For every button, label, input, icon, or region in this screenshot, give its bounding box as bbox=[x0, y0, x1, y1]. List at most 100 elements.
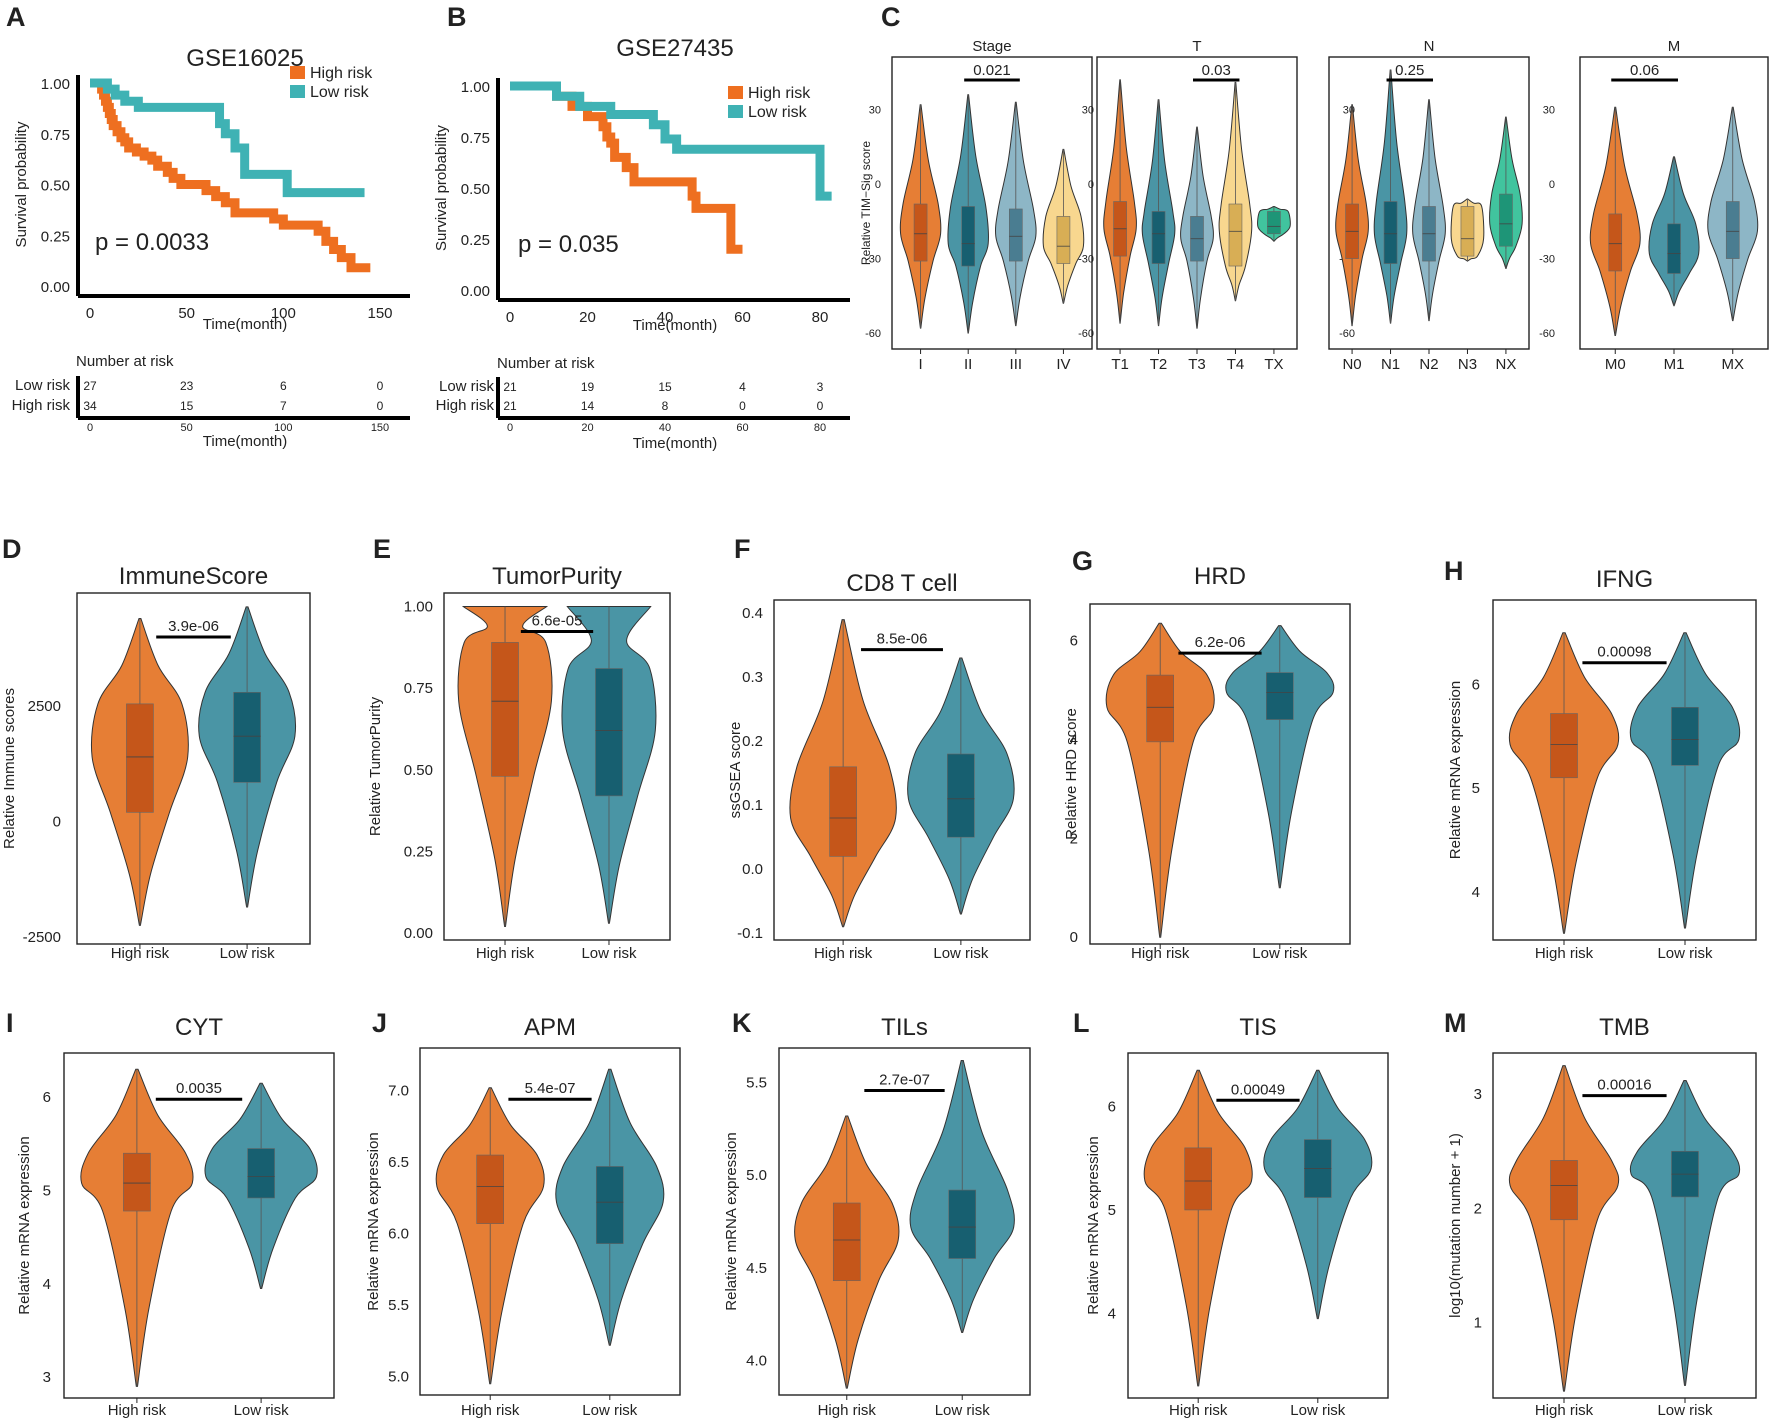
violin-box bbox=[1267, 211, 1281, 235]
risk-count: 0 bbox=[817, 399, 824, 413]
p-value: 0.021 bbox=[973, 62, 1011, 79]
p-value: 0.06 bbox=[1630, 62, 1659, 79]
chart-title: HRD bbox=[1194, 563, 1246, 590]
y-tick-label: 4 bbox=[1108, 1305, 1116, 1322]
km-curve-low-risk bbox=[510, 81, 832, 201]
violin-box bbox=[1056, 216, 1071, 264]
risk-x-tick: 0 bbox=[507, 422, 513, 434]
x-tick-label: High risk bbox=[461, 1402, 520, 1419]
y-tick-label: 0.25 bbox=[404, 843, 433, 860]
y-axis-label: Relative mRNA expression bbox=[1085, 1136, 1102, 1314]
violin-box bbox=[247, 1148, 275, 1199]
y-tick-label: 4 bbox=[1070, 731, 1078, 748]
y-tick-label: -60 bbox=[1339, 328, 1355, 340]
x-tick-label: High risk bbox=[111, 945, 170, 962]
violin-box bbox=[1228, 203, 1243, 267]
risk-row-label: High risk bbox=[12, 397, 71, 414]
legend-label: Low risk bbox=[310, 84, 370, 101]
risk-table-title: Number at risk bbox=[497, 355, 595, 372]
chart-title: GSE27435 bbox=[616, 35, 733, 62]
p-value: 0.00016 bbox=[1597, 1077, 1651, 1094]
y-tick-label: 0.3 bbox=[742, 669, 763, 686]
y-tick-label: 3 bbox=[1474, 1086, 1482, 1103]
violin-box bbox=[1667, 223, 1681, 274]
x-tick-label: Low risk bbox=[1290, 1402, 1346, 1419]
y-tick-label: 2 bbox=[1070, 830, 1078, 847]
y-tick-label: -60 bbox=[1539, 328, 1555, 340]
y-tick-label: 0.25 bbox=[461, 232, 490, 249]
p-value: 0.00049 bbox=[1231, 1081, 1285, 1098]
chart-title: TumorPurity bbox=[492, 563, 622, 590]
y-tick-label: 0.75 bbox=[461, 130, 490, 147]
y-tick-label: 0.75 bbox=[404, 680, 433, 697]
y-tick-label: 5.0 bbox=[388, 1369, 409, 1386]
legend-label: High risk bbox=[310, 65, 373, 82]
y-tick-label: 1 bbox=[1474, 1315, 1482, 1332]
chart-title: TIS bbox=[1239, 1014, 1276, 1041]
risk-count: 4 bbox=[739, 380, 746, 394]
x-tick-label: 20 bbox=[579, 309, 596, 326]
y-tick-label: 6 bbox=[43, 1089, 51, 1106]
violin-box bbox=[476, 1154, 505, 1224]
x-tick-label: NX bbox=[1496, 356, 1517, 373]
p-value: p = 0.0033 bbox=[95, 229, 209, 256]
panel-letter-F: F bbox=[734, 534, 751, 564]
violin-box bbox=[913, 203, 928, 262]
legend-swatch bbox=[290, 85, 305, 98]
violin-box bbox=[595, 1166, 624, 1244]
x-tick-label: I bbox=[918, 356, 922, 373]
risk-count: 14 bbox=[581, 399, 595, 413]
p-value: 3.9e-06 bbox=[168, 618, 219, 635]
panel-letter-H: H bbox=[1444, 556, 1464, 586]
y-axis-label: Relative HRD score bbox=[1063, 708, 1080, 840]
x-tick-label: 40 bbox=[657, 309, 674, 326]
risk-x-label: Time(month) bbox=[633, 435, 717, 452]
y-tick-label: 0.00 bbox=[461, 283, 490, 300]
y-tick-label: 0.4 bbox=[742, 605, 763, 622]
x-tick-label: N3 bbox=[1458, 356, 1477, 373]
panel-letter-B: B bbox=[447, 2, 467, 32]
legend-swatch bbox=[728, 105, 743, 118]
risk-x-tick: 150 bbox=[371, 422, 389, 434]
risk-count: 34 bbox=[83, 399, 97, 413]
chart-title: TILs bbox=[881, 1014, 928, 1041]
y-tick-label: 0.2 bbox=[742, 733, 763, 750]
panel-letter-J: J bbox=[372, 1008, 387, 1038]
x-tick-label: T3 bbox=[1188, 356, 1206, 373]
chart-title: CYT bbox=[175, 1014, 223, 1041]
risk-count: 23 bbox=[180, 379, 194, 393]
violin-box bbox=[1608, 213, 1623, 272]
risk-count: 3 bbox=[817, 380, 824, 394]
violin-box bbox=[1184, 1147, 1212, 1211]
chart-title: TMB bbox=[1599, 1014, 1650, 1041]
x-tick-label: Low risk bbox=[220, 945, 276, 962]
x-tick-label: Low risk bbox=[933, 945, 989, 962]
violin-box bbox=[1499, 193, 1513, 247]
risk-x-tick: 40 bbox=[659, 422, 671, 434]
y-tick-label: 0 bbox=[1088, 179, 1094, 191]
y-axis-label: ssGSEA score bbox=[727, 722, 744, 819]
legend-swatch bbox=[290, 66, 305, 79]
y-tick-label: 6.5 bbox=[388, 1154, 409, 1171]
violin-box bbox=[595, 668, 623, 797]
chart-title: CD8 T cell bbox=[846, 570, 957, 597]
panel-letter-G: G bbox=[1072, 546, 1093, 576]
y-tick-label: 0 bbox=[1070, 929, 1078, 946]
y-tick-label: 0 bbox=[875, 179, 881, 191]
x-tick-label: High risk bbox=[1535, 1402, 1594, 1419]
risk-x-label: Time(month) bbox=[203, 433, 287, 450]
y-tick-label: 1.00 bbox=[404, 598, 433, 615]
violin-box bbox=[1725, 201, 1740, 259]
x-tick-label: High risk bbox=[814, 945, 873, 962]
x-axis-label: Time(month) bbox=[633, 317, 717, 334]
x-tick-label: TX bbox=[1264, 356, 1283, 373]
violin-box bbox=[1383, 201, 1398, 264]
x-tick-label: 50 bbox=[178, 305, 195, 322]
panel-letter-I: I bbox=[6, 1008, 14, 1038]
risk-x-tick: 100 bbox=[274, 422, 292, 434]
x-tick-label: 100 bbox=[271, 305, 296, 322]
y-tick-label: 4.5 bbox=[746, 1260, 767, 1277]
